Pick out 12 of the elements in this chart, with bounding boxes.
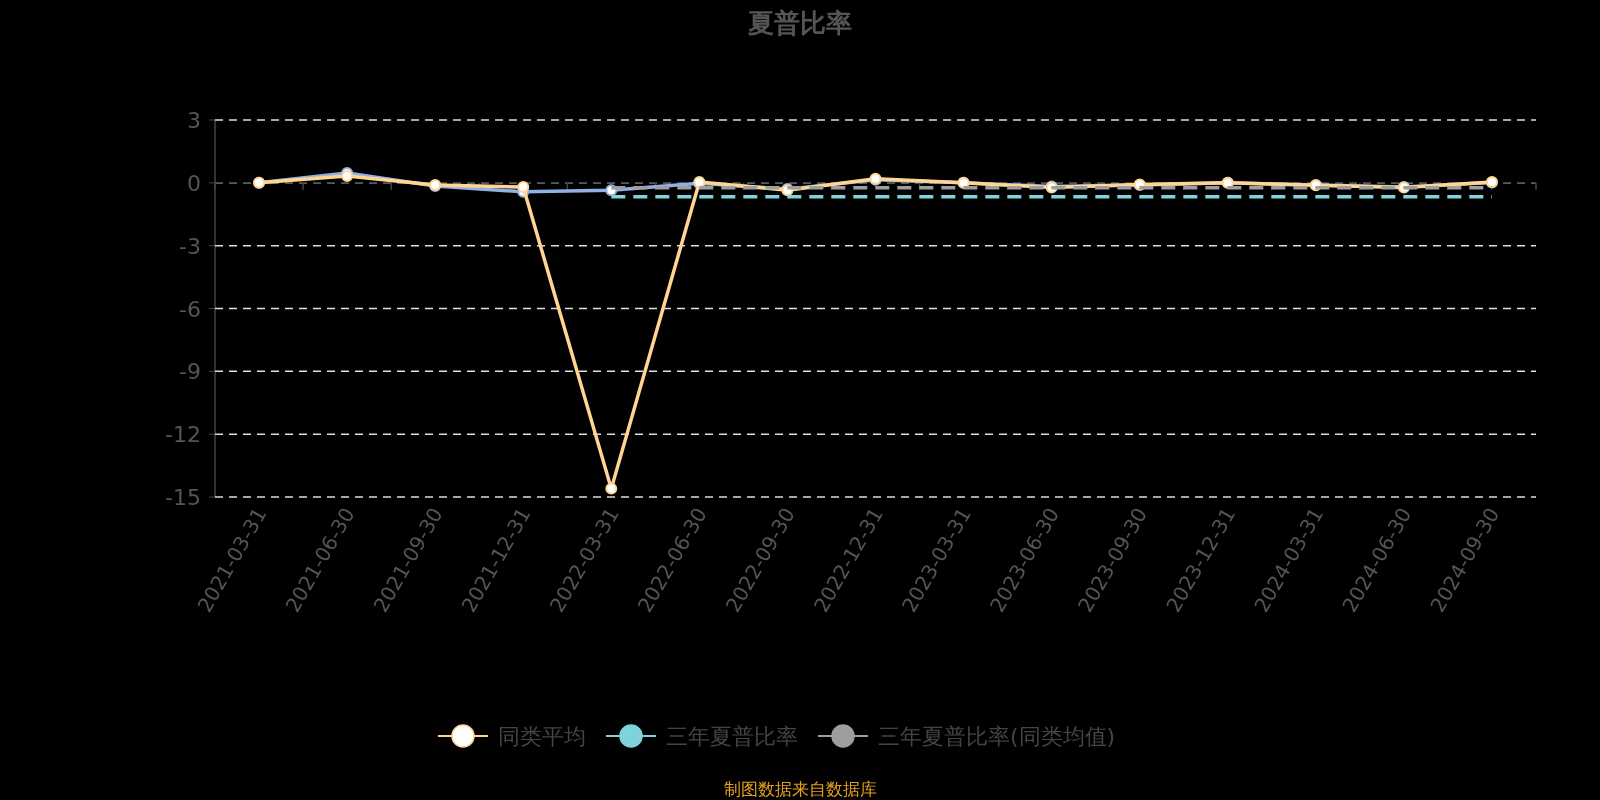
- y-tick-label: 0: [187, 170, 201, 196]
- text: 制图数据来自数据库: [723, 779, 877, 799]
- chart-title: 夏普比率: [747, 8, 852, 38]
- y-tick-label: 3: [187, 108, 201, 133]
- legend-label: 同类平均: [498, 724, 586, 749]
- y-tick-label: -15: [165, 485, 201, 510]
- y-tick-label: -3: [179, 233, 201, 259]
- y-tick-label: -12: [165, 422, 201, 448]
- legend-label: 三年夏普比率(同类均值): [878, 724, 1116, 749]
- legend-label: 三年夏普比率: [666, 724, 798, 749]
- y-tick-label: -6: [179, 296, 201, 322]
- y-tick-label: -9: [179, 359, 201, 385]
